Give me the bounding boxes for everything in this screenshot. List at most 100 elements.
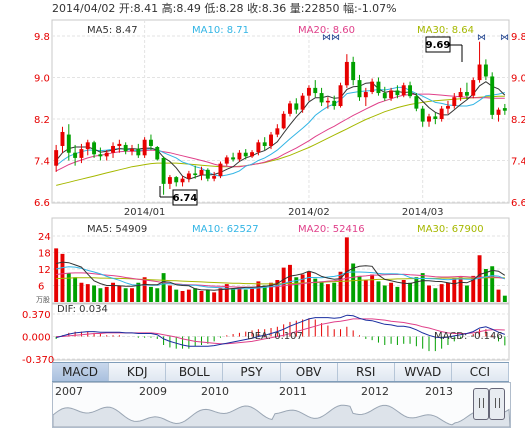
volume-bar: [73, 277, 78, 302]
volume-bar: [351, 263, 356, 302]
candle: [300, 93, 305, 113]
candle-body: [231, 157, 236, 160]
volume-bar: [344, 237, 349, 302]
tab-macd[interactable]: MACD: [52, 363, 110, 381]
volume-bar: [433, 288, 438, 302]
volume-bar: [294, 277, 299, 302]
volume-bar: [256, 281, 261, 302]
tab-obv[interactable]: OBV: [281, 363, 338, 381]
navigator-right-handle[interactable]: [489, 388, 505, 420]
volume-bar: [193, 288, 198, 302]
candle: [205, 168, 210, 182]
candle-body: [205, 169, 210, 179]
volume-bar: [224, 284, 229, 302]
tab-boll[interactable]: BOLL: [166, 363, 224, 381]
volume-bar: [212, 292, 217, 302]
macd-ytick: 0.370: [22, 310, 51, 321]
candle-body: [136, 149, 141, 156]
time-navigator[interactable]: 2007 2009 2010 2011 2012 2013: [52, 382, 511, 428]
header-close: 8.36: [262, 2, 287, 15]
candle: [180, 176, 185, 187]
candle-body: [446, 106, 450, 109]
tab-wvad[interactable]: WVAD: [395, 363, 452, 381]
candle-body: [414, 96, 419, 109]
candle: [446, 100, 450, 114]
candle: [123, 142, 128, 155]
candle-body: [401, 85, 406, 96]
header-vol-label: 量:: [290, 2, 305, 15]
candle-body: [357, 80, 362, 98]
candle: [256, 139, 261, 156]
candle: [161, 156, 166, 195]
price-ma30-line: [56, 95, 505, 186]
candle-body: [363, 92, 368, 98]
candle: [414, 93, 419, 112]
candle: [66, 124, 71, 161]
tab-kdj[interactable]: KDJ: [109, 363, 167, 381]
candle-body: [464, 92, 469, 96]
candle: [54, 144, 59, 172]
tab-psy[interactable]: PSY: [223, 363, 281, 381]
candle: [389, 87, 394, 101]
legend-ma5: MA5: 8.47: [87, 25, 138, 36]
candle-body: [433, 116, 438, 119]
macd-dif-line: [56, 314, 505, 347]
navigator-left-handle[interactable]: [473, 388, 489, 420]
candle-body: [104, 152, 109, 157]
volume-grid: [52, 235, 509, 286]
macd-ytick: -0.370: [22, 355, 54, 366]
candle: [395, 85, 400, 99]
candle-body: [483, 64, 488, 77]
candle: [148, 134, 153, 151]
volume-ytick: 18: [38, 249, 51, 260]
candle: [332, 95, 337, 110]
candle-body: [338, 85, 343, 107]
skip-marker-icon: ⋈: [477, 33, 486, 43]
volume-bar: [502, 295, 507, 302]
candle-body: [174, 177, 179, 183]
navigator-area: [53, 404, 510, 427]
header-chg: -1.07%: [358, 2, 397, 15]
candle-body: [130, 149, 134, 152]
navigator-overview: [53, 404, 510, 427]
candle-body: [199, 169, 204, 176]
candle-body: [161, 157, 166, 184]
volume-bar: [174, 289, 179, 302]
candle-body: [79, 149, 84, 158]
candle: [344, 54, 349, 88]
price-ytick-left: 9.8: [34, 32, 50, 43]
volume-y-axis: 24 18 12 6: [38, 232, 51, 293]
candle-body: [281, 113, 286, 129]
volume-bar: [389, 282, 394, 302]
macd-legend-dea: DEA: 0.107: [247, 331, 303, 342]
low-annotation: 6.74: [159, 186, 198, 206]
price-ytick-left: 7.4: [34, 157, 50, 168]
volume-ytick: 24: [38, 232, 51, 243]
price-xtick: 2014/02: [288, 207, 330, 218]
volume-bar: [414, 277, 419, 302]
navigator-year: 2013: [425, 385, 453, 398]
candle: [269, 131, 273, 150]
candle-body: [389, 90, 394, 99]
volume-bar: [281, 267, 286, 302]
candle: [130, 144, 134, 156]
candle-body: [477, 64, 482, 81]
tab-cci[interactable]: CCI: [452, 363, 509, 381]
volume-panel-frame: [51, 217, 510, 304]
vol-legend-ma5: MA5: 54909: [87, 224, 147, 235]
candle: [117, 139, 122, 153]
candle: [167, 175, 172, 190]
candle: [231, 152, 236, 162]
volume-bar: [439, 284, 444, 302]
candle-body: [300, 95, 305, 110]
navigator-year: 2010: [201, 385, 229, 398]
candle: [85, 139, 90, 156]
header-quote: 2014/04/02 开:8.41 高:8.49 低:8.28 收:8.36 量…: [52, 1, 397, 15]
header-close-label: 收:: [247, 1, 262, 15]
volume-ytick: 12: [38, 265, 51, 276]
volume-bar: [446, 282, 450, 302]
candle-body: [351, 61, 356, 81]
price-ma5-line: [55, 81, 506, 180]
tab-rsi[interactable]: RSI: [338, 363, 395, 381]
